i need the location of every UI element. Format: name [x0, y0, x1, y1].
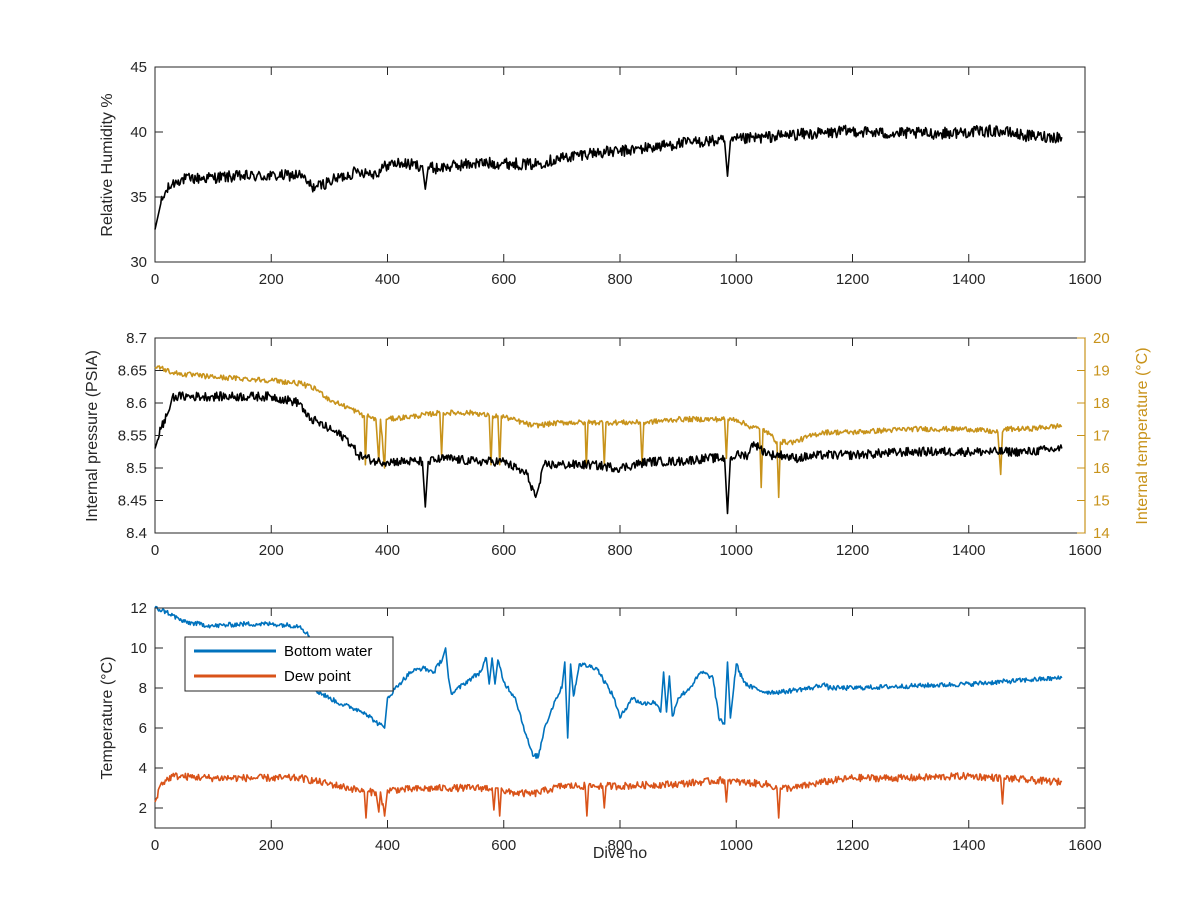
y-tick-label-right: 20 [1093, 330, 1110, 347]
x-tick-label: 1200 [836, 837, 869, 854]
x-tick-label: 400 [375, 837, 400, 854]
pressure-y-axis-label: Internal pressure (PSIA) [84, 350, 101, 522]
y-tick-label-right: 18 [1093, 395, 1110, 412]
humidity-y-axis-label: Relative Humidity % [99, 93, 116, 236]
y-tick-label: 35 [130, 189, 147, 206]
y-tick-label: 8.65 [118, 363, 147, 380]
humidity-y-axis: 30 35 40 45 [130, 59, 1085, 271]
humidity-plot-area [154, 124, 1063, 230]
series-line-series-1-0 [154, 365, 1063, 499]
y-tick-label: 8 [139, 680, 147, 697]
temperature-panel: 0 200 400 600 800 1000 1200 1400 1600 2 4 6 8 10 12 T… [99, 600, 1102, 862]
y-tick-label: 4 [139, 760, 147, 777]
x-tick-label: 800 [607, 837, 632, 854]
x-tick-label: 1200 [836, 271, 869, 288]
x-tick-label: 600 [491, 271, 516, 288]
temperature-y-axis: 2 4 6 8 10 12 [130, 600, 1085, 817]
y-tick-label: 8.45 [118, 493, 147, 510]
temperature-plot-area [154, 605, 1063, 819]
y-tick-label: 45 [130, 59, 147, 76]
x-tick-label: 400 [375, 271, 400, 288]
x-tick-label: 800 [607, 271, 632, 288]
pressure-temperature-plot-area [154, 365, 1063, 515]
y-tick-label-right: 14 [1093, 525, 1110, 542]
x-tick-label: 0 [151, 837, 159, 854]
x-tick-label: 1000 [720, 542, 753, 559]
series-line-series-1-1 [154, 391, 1063, 515]
x-tick-label: 1600 [1068, 837, 1101, 854]
legend: Bottom water Dew point [184, 636, 394, 692]
y-tick-label: 12 [130, 600, 147, 617]
y-tick-label: 2 [139, 800, 147, 817]
y-tick-label: 8.7 [126, 330, 147, 347]
humidity-axes-box [154, 66, 1086, 263]
y-tick-label: 40 [130, 124, 147, 141]
y-tick-label: 8.6 [126, 395, 147, 412]
x-tick-label: 1400 [952, 271, 985, 288]
pressure-x-axis: 0 200 400 600 800 1000 1200 1400 1600 [151, 338, 1102, 559]
y-tick-label: 8.5 [126, 460, 147, 477]
x-tick-label: 0 [151, 271, 159, 288]
legend-label-bottom-water: Bottom water [284, 643, 372, 660]
temperature-x-axis: 0 200 400 600 800 1000 1200 1400 1600 [151, 608, 1102, 854]
x-axis-label-dive-no: Dive no [593, 845, 647, 862]
pressure-axes-box [154, 337, 1086, 534]
y-tick-label: 10 [130, 640, 147, 657]
series-line-series-0-0 [154, 124, 1063, 230]
internal-temperature-y-axis-label: Internal temperature (°C) [1134, 347, 1151, 524]
x-tick-label: 1600 [1068, 271, 1101, 288]
x-tick-label: 800 [607, 542, 632, 559]
x-tick-label: 600 [491, 542, 516, 559]
x-tick-label: 1400 [952, 542, 985, 559]
x-tick-label: 200 [259, 542, 284, 559]
temperature-y-axis-label: Temperature (°C) [99, 657, 116, 780]
x-tick-label: 400 [375, 542, 400, 559]
humidity-panel: 0 200 400 600 800 1000 1200 1400 1600 30 35 40 45 R… [99, 59, 1102, 288]
legend-box [184, 636, 394, 692]
series-line-dew-point [154, 771, 1063, 819]
series-line-bottom-water [154, 605, 1063, 760]
x-tick-label: 1000 [720, 271, 753, 288]
y-tick-label-right: 16 [1093, 460, 1110, 477]
pressure-temperature-panel: 0 200 400 600 800 1000 1200 1400 1600 8.4 8.45 8.5… [84, 330, 1151, 559]
y-tick-label-right: 15 [1093, 493, 1110, 510]
y-tick-label-right: 17 [1093, 428, 1110, 445]
y-tick-label: 30 [130, 254, 147, 271]
x-tick-label: 0 [151, 542, 159, 559]
x-tick-label: 200 [259, 837, 284, 854]
x-tick-label: 1200 [836, 542, 869, 559]
x-tick-label: 1600 [1068, 542, 1101, 559]
internal-temperature-y-axis: 14 15 16 17 18 19 20 [1077, 330, 1110, 542]
y-tick-label: 8.55 [118, 428, 147, 445]
x-tick-label: 200 [259, 271, 284, 288]
y-tick-label-right: 19 [1093, 363, 1110, 380]
pressure-y-axis: 8.4 8.45 8.5 8.55 8.6 8.65 8.7 [118, 330, 163, 542]
legend-label-dew-point: Dew point [284, 668, 352, 685]
y-tick-label: 6 [139, 720, 147, 737]
x-tick-label: 600 [491, 837, 516, 854]
x-tick-label: 1000 [720, 837, 753, 854]
x-tick-label: 1400 [952, 837, 985, 854]
y-tick-label: 8.4 [126, 525, 147, 542]
humidity-x-axis: 0 200 400 600 800 1000 1200 1400 1600 [151, 67, 1102, 288]
